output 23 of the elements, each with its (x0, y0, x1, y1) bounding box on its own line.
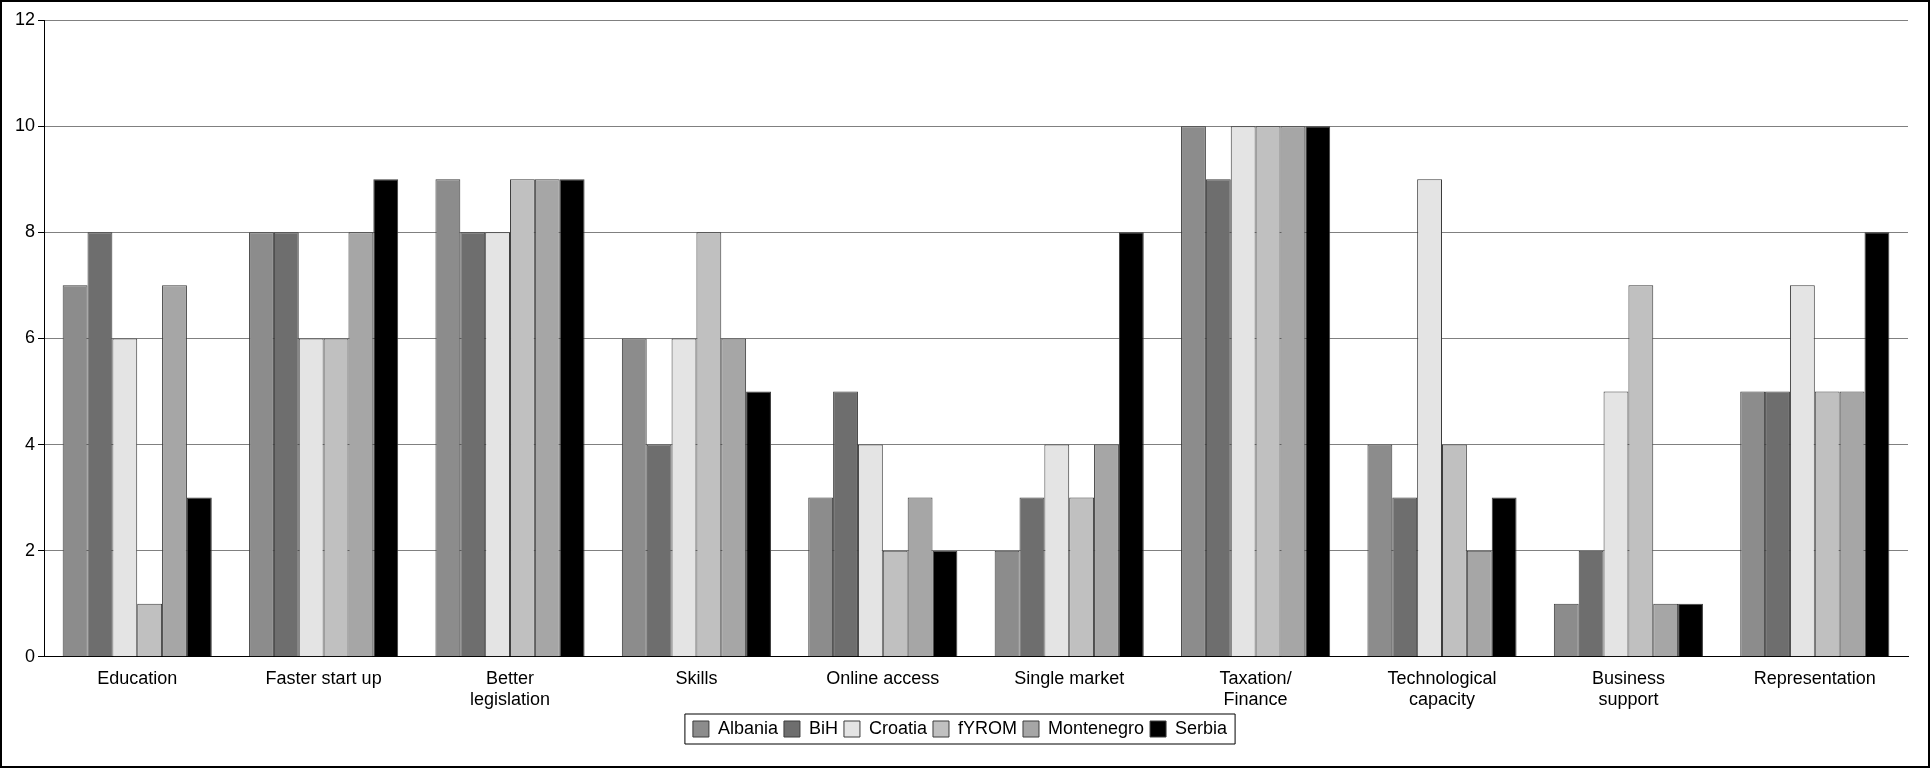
x-tick-label: Technological capacity (1387, 667, 1497, 710)
x-tick-label: Business support (1591, 667, 1665, 710)
y-tick-label: 12 (14, 8, 36, 29)
x-tick-label: Better legislation (469, 667, 551, 710)
x-tick-label: Online access (826, 667, 940, 688)
legend-label: BiH (808, 717, 838, 738)
y-tick-label: 8 (25, 221, 36, 242)
legend-label: Serbia (1175, 717, 1229, 738)
x-tick-label: Single market (1014, 667, 1125, 688)
x-tick-label: Faster start up (265, 667, 382, 688)
x-tick-label: Skills (675, 667, 718, 688)
y-tick-label: 2 (25, 539, 36, 560)
x-tick-label: Taxation/Finance (1219, 667, 1292, 710)
y-tick-label: 4 (25, 433, 36, 454)
x-tick-label: Education (97, 667, 178, 688)
y-tick-label: 6 (25, 327, 36, 348)
y-tick-label: 0 (25, 645, 36, 666)
x-tick-label: Representation (1753, 667, 1876, 688)
legend-label: Albania (717, 717, 779, 738)
legend-label: Croatia (868, 717, 928, 738)
legend-label: Montenegro (1047, 717, 1145, 738)
y-tick-label: 10 (14, 115, 36, 136)
legend-label: fYROM (957, 717, 1018, 738)
